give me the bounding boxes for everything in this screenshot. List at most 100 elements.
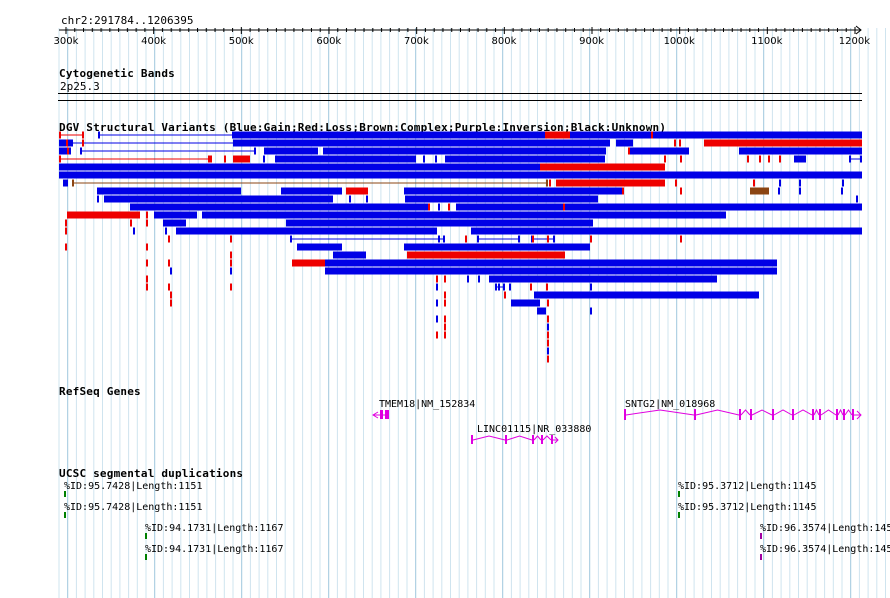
segdup-label[interactable]: %ID:94.1731|Length:1167 [145, 544, 284, 555]
dgv-variant[interactable] [448, 203, 450, 211]
dgv-variant[interactable] [547, 331, 549, 339]
dgv-variant[interactable] [680, 155, 682, 163]
dgv-variant[interactable] [235, 139, 610, 147]
dgv-variant[interactable] [547, 339, 549, 347]
dgv-variant[interactable] [234, 131, 545, 139]
dgv-variant[interactable] [59, 139, 71, 147]
segdup-label[interactable]: %ID:95.3712|Length:1145 [678, 502, 817, 513]
dgv-variant[interactable] [799, 179, 801, 187]
dgv-variant[interactable] [590, 235, 592, 243]
dgv-variant[interactable] [97, 187, 241, 195]
dgv-variant[interactable] [404, 243, 590, 251]
dgv-variant[interactable] [467, 275, 469, 283]
dgv-variant[interactable] [65, 243, 67, 251]
dgv-variant[interactable] [679, 139, 681, 147]
dgv-variant[interactable] [154, 211, 197, 219]
segdup-feature[interactable] [145, 554, 147, 560]
dgv-variant[interactable] [841, 187, 843, 195]
dgv-variant[interactable] [275, 155, 416, 163]
dgv-variant[interactable] [547, 323, 549, 331]
dgv-variant[interactable] [590, 307, 592, 315]
dgv-variant[interactable] [404, 187, 622, 195]
dgv-variant[interactable] [456, 203, 862, 211]
dgv-variant[interactable] [590, 283, 592, 291]
dgv-variant[interactable] [563, 203, 565, 211]
dgv-variant[interactable] [170, 267, 172, 275]
dgv-variant[interactable] [168, 283, 170, 291]
dgv-variant[interactable] [794, 155, 806, 163]
dgv-variant[interactable] [704, 139, 862, 147]
gene-label-sntg2[interactable]: SNTG2|NM_018968 [625, 399, 716, 410]
segdup-feature[interactable] [760, 533, 762, 539]
dgv-variant[interactable] [436, 315, 438, 323]
dgv-variant[interactable] [59, 147, 71, 155]
dgv-variant[interactable] [210, 155, 212, 163]
dgv-variant[interactable] [146, 259, 148, 267]
dgv-variant[interactable] [504, 291, 506, 299]
dgv-variant[interactable] [438, 235, 440, 243]
gene-label-tmem18[interactable]: TMEM18|NM_152834 [379, 399, 476, 410]
dgv-variant[interactable] [165, 227, 167, 235]
segdup-label[interactable]: %ID:94.1731|Length:1167 [145, 523, 284, 534]
dgv-variant[interactable] [680, 235, 682, 243]
dgv-variant[interactable] [168, 235, 170, 243]
dgv-variant[interactable] [59, 171, 862, 179]
dgv-variant[interactable] [680, 187, 682, 195]
dgv-variant[interactable] [230, 235, 232, 243]
dgv-variant[interactable] [435, 155, 437, 163]
dgv-variant[interactable] [856, 195, 858, 203]
dgv-variant[interactable] [444, 323, 446, 331]
dgv-variant[interactable] [444, 275, 446, 283]
segdup-label[interactable]: %ID:96.3574|Length:145 [760, 544, 890, 555]
dgv-variant[interactable] [629, 147, 689, 155]
dgv-variant[interactable] [170, 291, 172, 299]
dgv-variant[interactable] [616, 139, 633, 147]
dgv-variant[interactable] [509, 283, 511, 291]
dgv-variant[interactable] [768, 155, 770, 163]
dgv-variant[interactable] [323, 147, 606, 155]
dgv-variant[interactable] [346, 187, 368, 195]
dgv-variant[interactable] [438, 203, 440, 211]
dgv-variant[interactable] [444, 315, 446, 323]
dgv-variant[interactable] [130, 203, 430, 211]
dgv-variant[interactable] [739, 147, 862, 155]
dgv-variant[interactable] [511, 299, 540, 307]
dgv-variant[interactable] [842, 179, 844, 187]
dgv-variant[interactable] [471, 227, 862, 235]
dgv-variant[interactable] [651, 131, 653, 139]
dgv-variant[interactable] [423, 155, 425, 163]
dgv-variant[interactable] [547, 347, 549, 355]
dgv-variant[interactable] [747, 155, 749, 163]
dgv-variant[interactable] [97, 195, 99, 203]
segdup-feature[interactable] [64, 512, 66, 518]
dgv-variant[interactable] [176, 227, 437, 235]
segdup-feature[interactable] [145, 533, 147, 539]
gene-sntg2-intron[interactable] [773, 409, 793, 416]
dgv-variant[interactable] [230, 267, 232, 275]
dgv-variant[interactable] [263, 155, 265, 163]
gene-sntg2-intron[interactable] [844, 409, 853, 416]
dgv-variant[interactable] [146, 243, 148, 251]
dgv-variant[interactable] [444, 299, 446, 307]
dgv-variant[interactable] [540, 163, 665, 171]
gene-sntg2-intron[interactable] [793, 409, 813, 416]
gene-sntg2-intron[interactable] [625, 409, 695, 416]
dgv-variant[interactable] [297, 243, 342, 251]
dgv-variant[interactable] [281, 187, 342, 195]
dgv-variant[interactable] [545, 131, 570, 139]
segdup-label[interactable]: %ID:95.3712|Length:1145 [678, 481, 817, 492]
gene-linc01115-intron[interactable] [506, 435, 533, 441]
dgv-variant[interactable] [65, 219, 67, 227]
dgv-variant[interactable] [170, 299, 172, 307]
dgv-variant[interactable] [750, 187, 769, 195]
dgv-variant[interactable] [534, 291, 759, 299]
dgv-variant[interactable] [547, 235, 549, 243]
cytoband-label[interactable]: 2p25.3 [60, 80, 100, 93]
dgv-variant[interactable] [286, 219, 593, 227]
dgv-variant[interactable] [67, 147, 69, 155]
gene-sntg2-intron[interactable] [820, 409, 837, 416]
segdup-feature[interactable] [678, 512, 680, 518]
dgv-variant[interactable] [547, 355, 549, 363]
